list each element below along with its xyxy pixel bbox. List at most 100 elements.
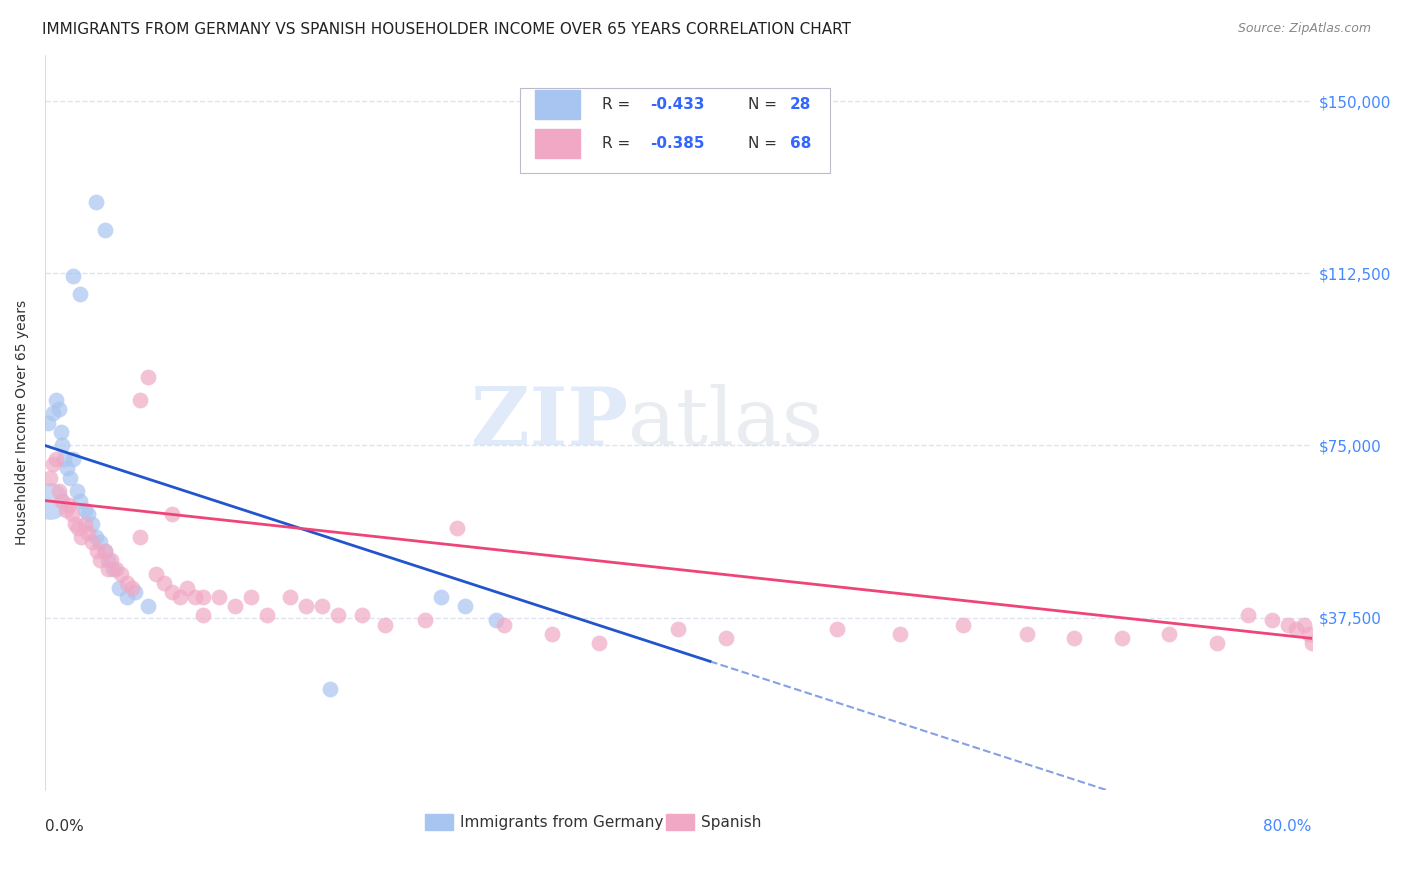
Y-axis label: Householder Income Over 65 years: Householder Income Over 65 years	[15, 300, 30, 545]
Point	[1015, 627, 1038, 641]
Point	[48, 401, 70, 416]
Point	[239, 590, 262, 604]
Point	[51, 438, 73, 452]
Point	[66, 484, 89, 499]
Point	[73, 516, 96, 531]
Point	[1277, 617, 1299, 632]
Point	[1159, 627, 1181, 641]
Text: N =: N =	[748, 97, 782, 112]
Point	[453, 599, 475, 614]
Point	[89, 535, 111, 549]
Point	[129, 392, 152, 407]
Point	[145, 567, 167, 582]
Point	[42, 406, 65, 420]
Point	[101, 562, 124, 576]
Point	[374, 617, 396, 632]
Point	[446, 521, 468, 535]
Point	[49, 425, 72, 439]
Point	[160, 508, 183, 522]
Point	[76, 508, 98, 522]
Point	[193, 590, 215, 604]
Point	[350, 608, 373, 623]
Point	[825, 622, 848, 636]
Text: 0.0%: 0.0%	[45, 820, 84, 834]
Point	[319, 681, 342, 696]
Point	[110, 567, 132, 582]
Point	[117, 590, 139, 604]
Point	[100, 553, 122, 567]
Point	[588, 636, 610, 650]
Bar	[536, 90, 579, 119]
Point	[63, 516, 86, 531]
Point	[58, 498, 80, 512]
Point	[413, 613, 436, 627]
Point	[105, 562, 128, 576]
Point	[256, 608, 278, 623]
Point	[295, 599, 318, 614]
Point	[430, 590, 453, 604]
Text: Spanish: Spanish	[702, 814, 762, 830]
Point	[714, 632, 737, 646]
Bar	[425, 814, 453, 830]
Point	[56, 461, 79, 475]
Point	[1237, 608, 1260, 623]
Point	[889, 627, 911, 641]
Point	[94, 544, 117, 558]
Point	[97, 562, 120, 576]
Point	[108, 581, 131, 595]
Point	[176, 581, 198, 595]
Point	[184, 590, 207, 604]
Text: -0.385: -0.385	[651, 136, 704, 151]
Point	[70, 530, 93, 544]
Point	[45, 452, 67, 467]
Bar	[665, 814, 693, 830]
Point	[326, 608, 349, 623]
Point	[60, 508, 83, 522]
Point	[82, 535, 104, 549]
Text: IMMIGRANTS FROM GERMANY VS SPANISH HOUSEHOLDER INCOME OVER 65 YEARS CORRELATION : IMMIGRANTS FROM GERMANY VS SPANISH HOUSE…	[42, 22, 851, 37]
Point	[540, 627, 562, 641]
Point	[129, 530, 152, 544]
Text: R =: R =	[602, 136, 636, 151]
Point	[160, 585, 183, 599]
Point	[121, 581, 143, 595]
Point	[117, 576, 139, 591]
Point	[55, 503, 77, 517]
Point	[1063, 632, 1085, 646]
Point	[1285, 622, 1308, 636]
Text: ZIP: ZIP	[471, 384, 627, 461]
Point	[89, 553, 111, 567]
Point	[84, 195, 107, 210]
Point	[69, 287, 91, 301]
Point	[38, 493, 60, 508]
Point	[94, 222, 117, 236]
Point	[280, 590, 302, 604]
Point	[485, 613, 508, 627]
Point	[494, 617, 516, 632]
Text: 80.0%: 80.0%	[1264, 820, 1312, 834]
Text: 68: 68	[790, 136, 811, 151]
Text: Source: ZipAtlas.com: Source: ZipAtlas.com	[1237, 22, 1371, 36]
Point	[69, 493, 91, 508]
Text: N =: N =	[748, 136, 782, 151]
Point	[86, 544, 108, 558]
Point	[1298, 627, 1320, 641]
Text: R =: R =	[602, 97, 636, 112]
Point	[82, 516, 104, 531]
Point	[136, 599, 159, 614]
Point	[42, 457, 65, 471]
Point	[52, 452, 75, 467]
Point	[152, 576, 174, 591]
Text: -0.433: -0.433	[651, 97, 704, 112]
Point	[193, 608, 215, 623]
Point	[952, 617, 974, 632]
Point	[59, 470, 82, 484]
Point	[1261, 613, 1284, 627]
Point	[1111, 632, 1133, 646]
Point	[1301, 636, 1323, 650]
Point	[136, 369, 159, 384]
Point	[124, 585, 146, 599]
Bar	[536, 128, 579, 158]
Text: atlas: atlas	[627, 384, 823, 461]
Point	[224, 599, 246, 614]
